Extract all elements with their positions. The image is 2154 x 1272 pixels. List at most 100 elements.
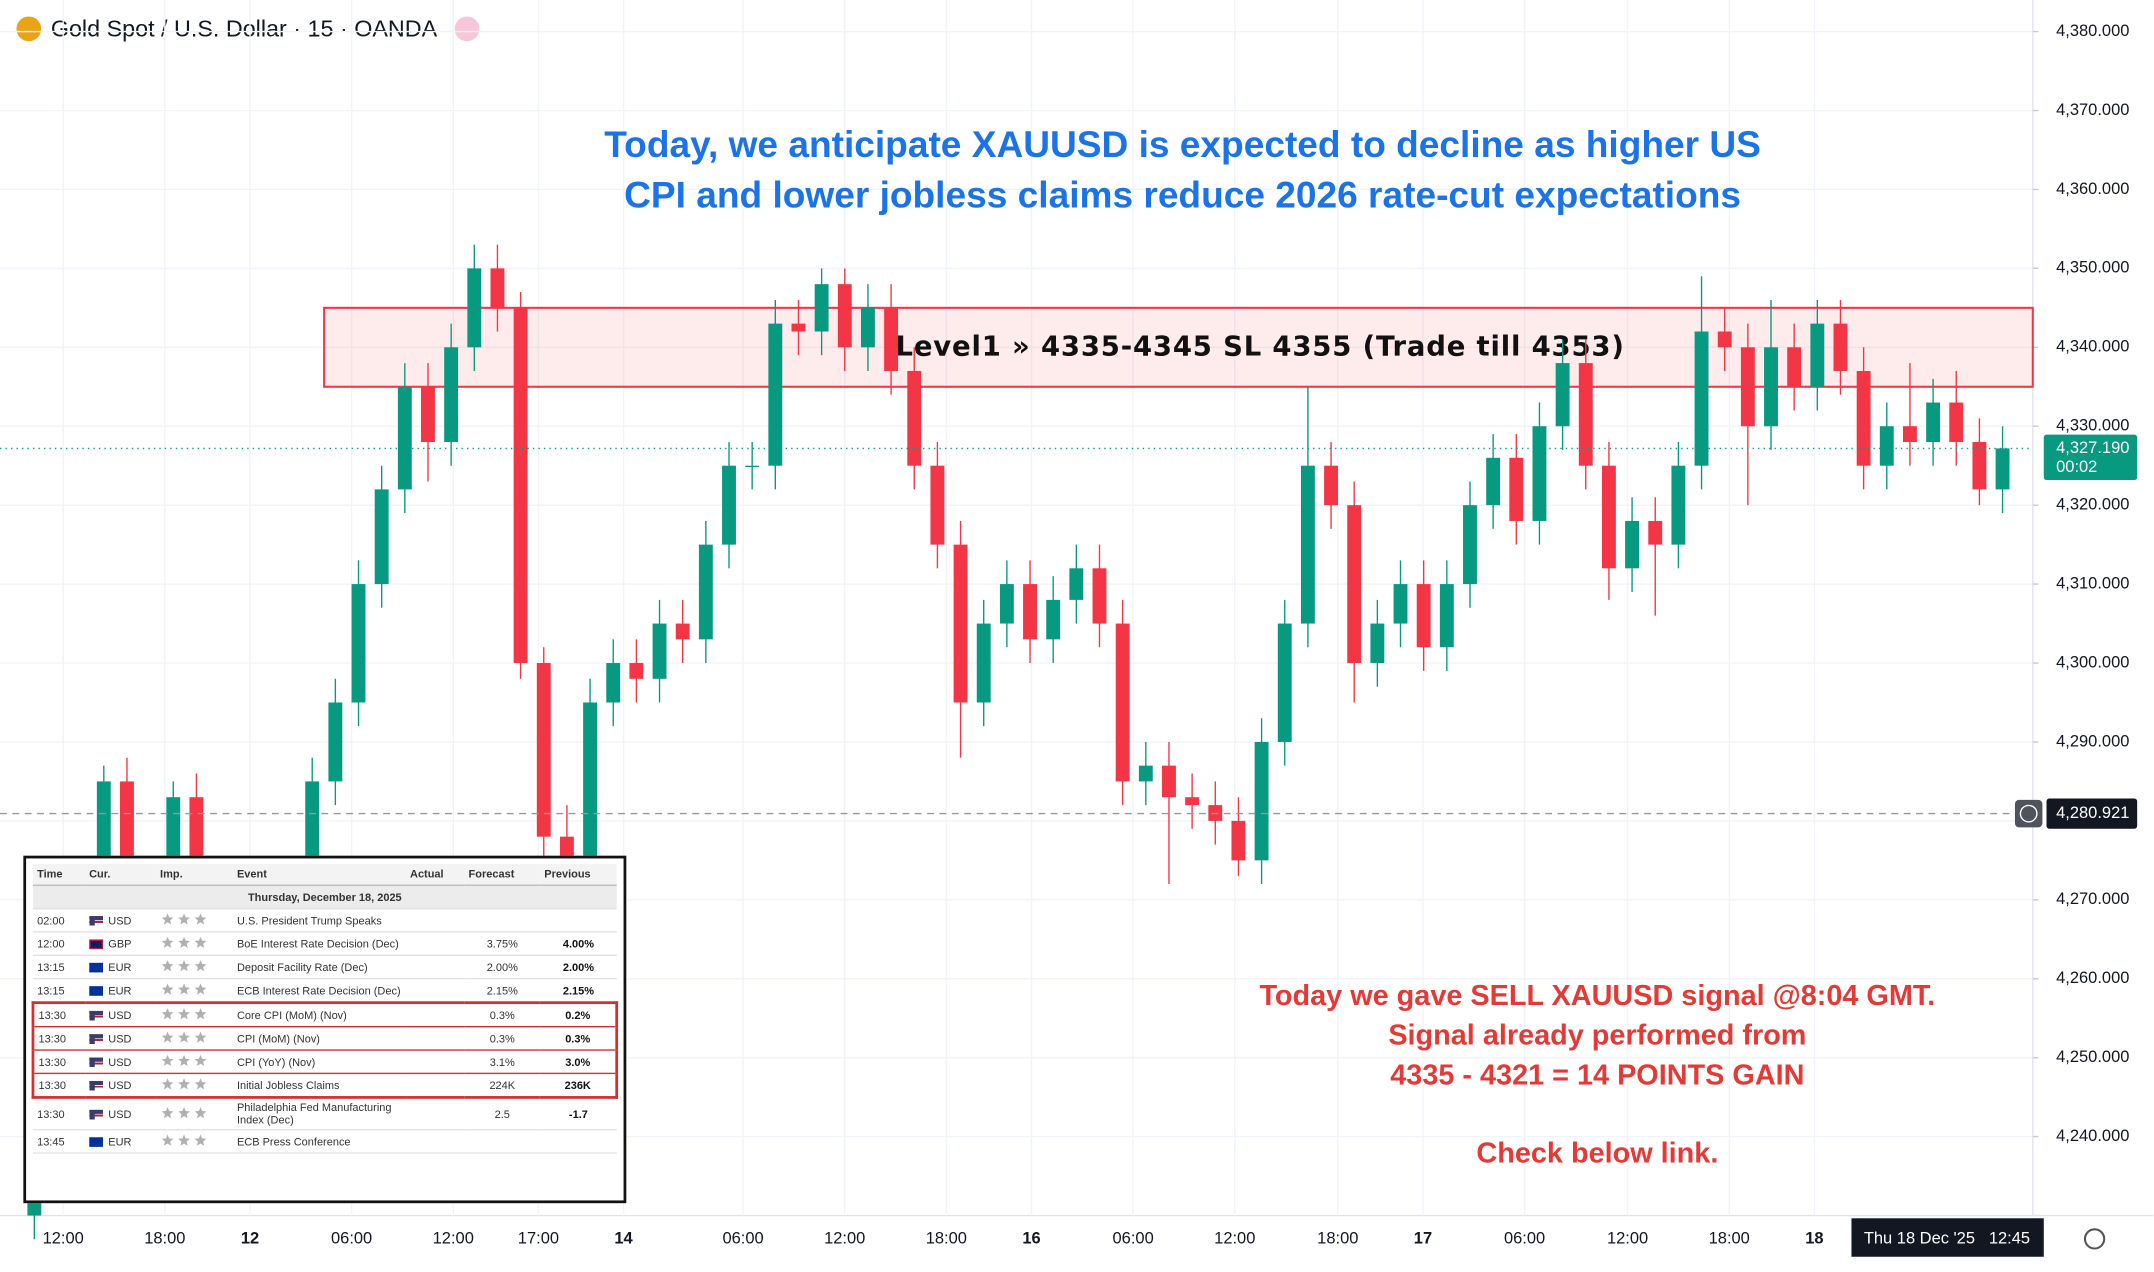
event-forecast: 3.1% bbox=[464, 1050, 541, 1075]
star bbox=[161, 982, 173, 994]
currency-code: USD bbox=[108, 1055, 132, 1068]
candle-body bbox=[675, 623, 690, 640]
event-currency: USD bbox=[84, 1050, 156, 1075]
crosshair-plus bbox=[2019, 804, 2038, 823]
star bbox=[177, 912, 190, 924]
candle-body bbox=[444, 347, 459, 443]
calendar-row: 13:30 USD Initial Jobless Claims 224K 236K bbox=[31, 1073, 619, 1099]
candle-body bbox=[1717, 331, 1732, 348]
candle-body bbox=[1185, 797, 1200, 806]
event-currency: USD bbox=[84, 908, 156, 933]
candle-body bbox=[1439, 584, 1454, 648]
star bbox=[177, 982, 190, 994]
signal-note: Signal already performed from bbox=[1388, 1020, 1806, 1052]
event-actual bbox=[405, 1097, 465, 1131]
event-forecast: 3.75% bbox=[464, 931, 541, 956]
event-actual bbox=[405, 1001, 465, 1028]
calendar-column: Cur. bbox=[84, 863, 156, 886]
event-previous: 2.00% bbox=[540, 955, 617, 980]
event-time: 13:30 bbox=[31, 1026, 85, 1051]
candle-body bbox=[1138, 765, 1153, 782]
candle-body bbox=[1648, 520, 1663, 545]
candle-body bbox=[1625, 520, 1640, 569]
x-tick-label: 12:00 bbox=[824, 1229, 865, 1247]
calendar-row: 13:30 USD Core CPI (MoM) (Nov) 0.3% 0.2% bbox=[31, 1001, 619, 1028]
y-tick-label: 4,310.000 bbox=[2056, 574, 2129, 592]
settings-icon[interactable] bbox=[2083, 1228, 2106, 1250]
event-actual bbox=[405, 978, 465, 1004]
event-previous: 236K bbox=[540, 1073, 619, 1099]
candle-body bbox=[1578, 363, 1593, 466]
currency-code: EUR bbox=[108, 960, 132, 974]
candle-body bbox=[328, 702, 343, 782]
flag bbox=[89, 1057, 103, 1068]
candle-body bbox=[1300, 465, 1315, 624]
candle-body bbox=[1115, 623, 1130, 782]
star bbox=[161, 1030, 173, 1042]
event-name: BoE Interest Rate Decision (Dec) bbox=[232, 931, 406, 956]
event-currency: EUR bbox=[84, 1129, 156, 1154]
star bbox=[161, 959, 173, 971]
star bbox=[161, 1106, 173, 1118]
event-forecast: 0.3% bbox=[464, 1026, 541, 1051]
candle-body bbox=[999, 584, 1014, 624]
signal-note: Today we gave SELL XAUUSD signal @8:04 G… bbox=[1259, 980, 1935, 1012]
event-importance bbox=[155, 931, 233, 956]
candle-body bbox=[884, 307, 899, 371]
candle-body bbox=[814, 284, 829, 332]
event-currency: EUR bbox=[84, 978, 156, 1004]
flag bbox=[89, 962, 103, 973]
candle-body bbox=[698, 544, 713, 640]
candle-body bbox=[652, 623, 667, 679]
event-name: ECB Press Conference bbox=[232, 1129, 406, 1154]
calendar-column: Imp. bbox=[155, 863, 233, 886]
candle-body bbox=[1277, 623, 1292, 742]
currency-code: USD bbox=[108, 1107, 132, 1121]
event-forecast: 2.00% bbox=[464, 955, 541, 980]
event-forecast: 0.3% bbox=[464, 1001, 541, 1028]
event-name: U.S. President Trump Speaks bbox=[232, 908, 406, 933]
event-importance bbox=[155, 978, 233, 1004]
candle-body bbox=[1949, 402, 1964, 443]
star bbox=[161, 912, 173, 924]
candle-body bbox=[1347, 505, 1362, 664]
event-actual bbox=[405, 1026, 465, 1051]
signal-note: 4335 - 4321 = 14 POINTS GAIN bbox=[1390, 1059, 1804, 1091]
calendar-column: Forecast bbox=[464, 863, 541, 886]
candle-body bbox=[513, 307, 528, 664]
currency-code: USD bbox=[108, 914, 132, 927]
event-previous: -1.7 bbox=[540, 1097, 617, 1131]
calendar-column: Previous bbox=[540, 863, 617, 886]
candle-body bbox=[1069, 568, 1084, 600]
event-previous bbox=[540, 908, 617, 933]
y-tick-label: 4,320.000 bbox=[2056, 496, 2129, 514]
event-importance bbox=[155, 1026, 233, 1051]
x-tick-label: 18:00 bbox=[144, 1229, 185, 1247]
cursor-date: Thu 18 Dec '25 bbox=[1864, 1229, 1975, 1247]
calendar-row: 13:45 EUR ECB Press Conference bbox=[32, 1129, 617, 1154]
event-name: Deposit Facility Rate (Dec) bbox=[232, 955, 406, 980]
candle-body bbox=[1879, 426, 1894, 466]
candle-body bbox=[930, 465, 945, 545]
x-tick-label: 06:00 bbox=[331, 1229, 372, 1247]
star bbox=[161, 1007, 173, 1019]
candle-body bbox=[1694, 331, 1709, 466]
event-currency: GBP bbox=[84, 931, 156, 956]
star bbox=[177, 1054, 190, 1066]
event-time: 13:30 bbox=[31, 1050, 85, 1075]
flag bbox=[89, 1137, 103, 1147]
star bbox=[161, 936, 173, 948]
crosshair-box bbox=[2046, 798, 2138, 829]
event-name: CPI (YoY) (Nov) bbox=[232, 1050, 406, 1075]
calendar-row: 12:00 GBP BoE Interest Rate Decision (Dec)… bbox=[32, 931, 617, 956]
calendar-date-row: Thursday, December 18, 2025 bbox=[32, 885, 617, 910]
event-importance bbox=[155, 908, 233, 933]
symbol-title: Gold Spot / U.S. Dollar · 15 · OANDA bbox=[51, 15, 438, 41]
event-time: 13:45 bbox=[32, 1129, 85, 1154]
event-time: 13:30 bbox=[31, 1001, 85, 1028]
candle-body bbox=[745, 465, 760, 468]
event-actual bbox=[405, 931, 465, 956]
candle-body bbox=[907, 370, 922, 466]
economic-calendar: Time Cur. Imp. Event Actual Forecast Previous T… bbox=[23, 855, 627, 1204]
candle-body bbox=[351, 584, 366, 703]
